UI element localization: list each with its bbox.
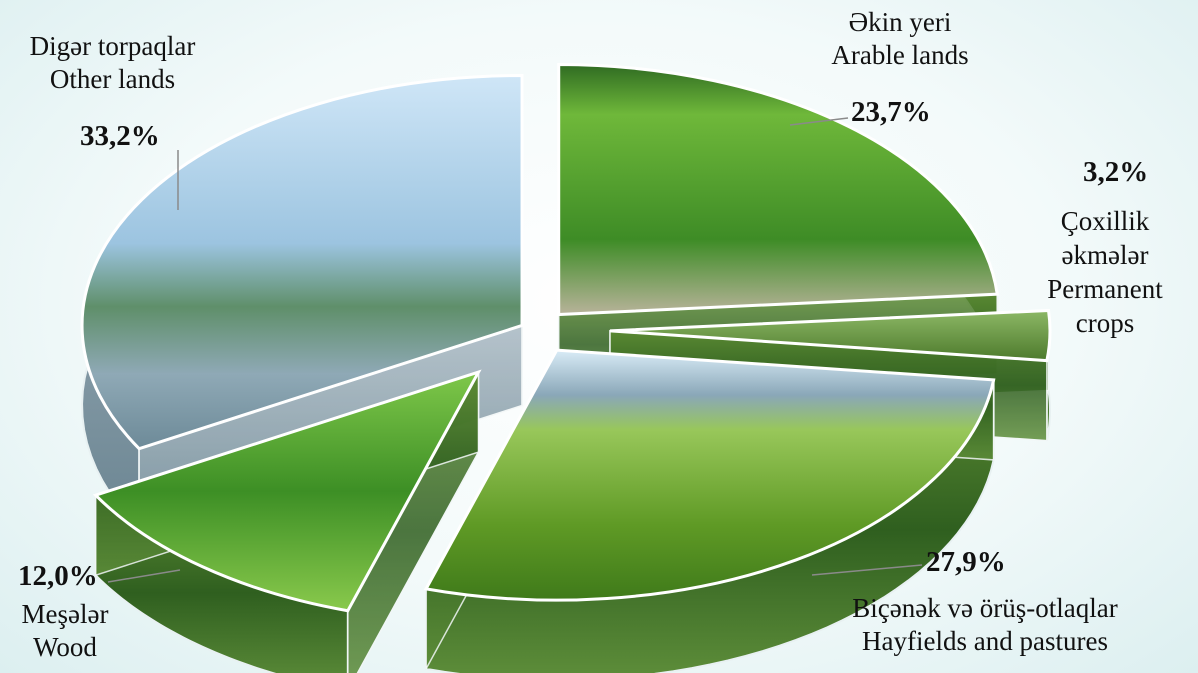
label-permanent-crops: Çoxillik əkmələr Permanent crops: [1030, 204, 1180, 340]
pct-arable-lands: 23,7%: [851, 96, 931, 128]
pie-slice-hayfields: [423, 348, 996, 673]
leader-line-arable: [789, 117, 849, 126]
pie-slice-wood: [92, 369, 482, 673]
pie-slice-top-hayfields: [423, 348, 996, 602]
label-arable-lands: Əkin yeri Arable lands: [800, 6, 1000, 72]
label-permanent-crops-en: Permanent crops: [1047, 274, 1163, 338]
leader-line-hayfields: [811, 564, 923, 576]
pct-permanent-crops: 3,2%: [1083, 156, 1149, 188]
label-hayfields-en: Hayfields and pastures: [862, 626, 1108, 656]
label-hayfields: Biçənək və örüş-otlaqlar Hayfields and p…: [820, 592, 1150, 658]
pie-slice-top-wood: [92, 369, 482, 613]
pie-slice-top-permanent: [609, 308, 1052, 363]
label-other-lands: Digər torpaqlar Other lands: [10, 30, 215, 96]
label-other-lands-en: Other lands: [49, 64, 176, 94]
label-wood-en: Wood: [33, 632, 97, 662]
label-arable-lands-en: Arable lands: [831, 40, 969, 70]
label-wood: Meşələr Wood: [0, 598, 130, 664]
label-other-lands-az: Digər torpaqlar: [29, 31, 196, 61]
pie-slice-top-other: [80, 73, 524, 451]
label-hayfields-az: Biçənək və örüş-otlaqlar: [852, 593, 1118, 623]
pct-hayfields: 27,9%: [926, 546, 1006, 578]
label-arable-lands-az: Əkin yeri: [848, 7, 952, 37]
pct-other-lands: 33,2%: [80, 120, 160, 152]
label-permanent-crops-az: Çoxillik əkmələr: [1060, 206, 1150, 270]
pie-slice-top-arable: [557, 63, 999, 317]
label-wood-az: Meşələr: [21, 599, 109, 629]
pct-wood: 12,0%: [18, 560, 98, 592]
leader-line-wood: [107, 569, 181, 583]
